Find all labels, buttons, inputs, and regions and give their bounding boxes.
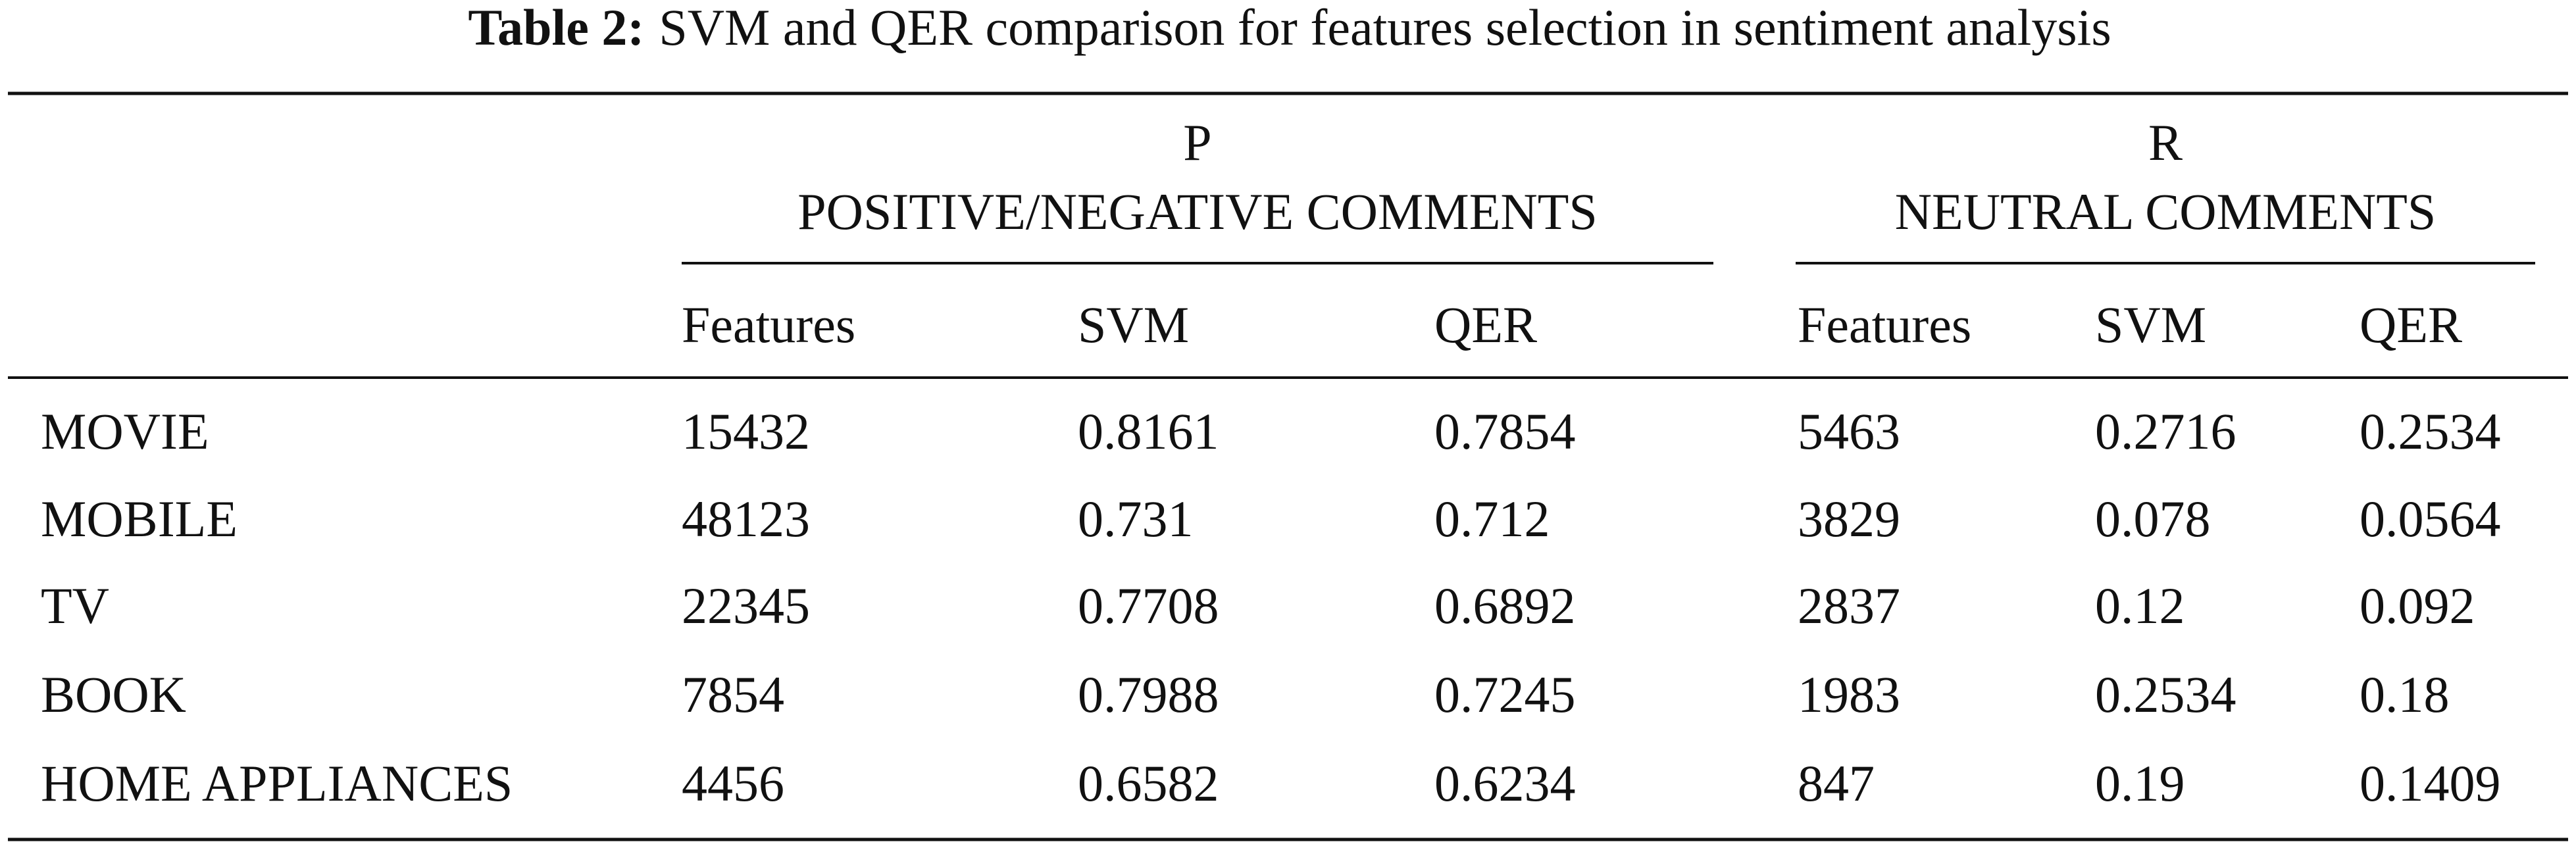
group-title: NEUTRAL COMMENTS: [1895, 183, 2437, 240]
row-label: MOBILE: [41, 490, 238, 547]
cell: 0.731: [1078, 490, 1194, 547]
cell: 0.712: [1434, 490, 1550, 547]
cell: 0.7708: [1078, 577, 1219, 634]
cell: 0.12: [2095, 577, 2185, 634]
column-header: Features: [682, 296, 855, 353]
cell: 0.7988: [1078, 666, 1219, 723]
column-header: SVM: [2095, 296, 2206, 353]
cell: 0.1409: [2360, 755, 2501, 812]
cell: 0.7245: [1434, 666, 1576, 723]
cell: 2837: [1798, 577, 1900, 634]
cell: 0.2534: [2360, 403, 2501, 460]
column-header: SVM: [1078, 296, 1189, 353]
cell: 0.19: [2095, 755, 2185, 812]
cell: 0.2716: [2095, 403, 2236, 460]
cell: 5463: [1798, 403, 1900, 460]
cell: 4456: [682, 755, 784, 812]
cell: 0.078: [2095, 490, 2211, 547]
cell: 0.6582: [1078, 755, 1219, 812]
column-header: QER: [1434, 296, 1537, 353]
cell: 15432: [682, 403, 810, 460]
column-header: QER: [2360, 296, 2462, 353]
cell: 1983: [1798, 666, 1900, 723]
cell: 48123: [682, 490, 810, 547]
cell: 0.6234: [1434, 755, 1576, 812]
cell: 22345: [682, 577, 810, 634]
column-header: Features: [1798, 296, 1971, 353]
group-title: POSITIVE/NEGATIVE COMMENTS: [797, 183, 1597, 240]
row-label: MOVIE: [41, 403, 209, 460]
cell: 0.7854: [1434, 403, 1576, 460]
cell: 0.18: [2360, 666, 2450, 723]
caption: Table 2: SVM and QER comparison for featu…: [468, 0, 2111, 56]
cell: 0.2534: [2095, 666, 2236, 723]
caption-label: Table 2:: [468, 0, 644, 56]
cell: 3829: [1798, 490, 1900, 547]
cell: 7854: [682, 666, 784, 723]
cell: 0.0564: [2360, 490, 2501, 547]
cell: 0.8161: [1078, 403, 1219, 460]
row-label: BOOK: [41, 666, 186, 723]
row-label: TV: [41, 577, 109, 634]
group-letter: P: [1183, 114, 1211, 171]
caption-text: SVM and QER comparison for features sele…: [659, 0, 2111, 56]
row-label: HOME APPLIANCES: [41, 755, 513, 812]
cell: 0.6892: [1434, 577, 1576, 634]
cell: 847: [1798, 755, 1875, 812]
cell: 0.092: [2360, 577, 2475, 634]
group-letter: R: [2148, 114, 2183, 171]
